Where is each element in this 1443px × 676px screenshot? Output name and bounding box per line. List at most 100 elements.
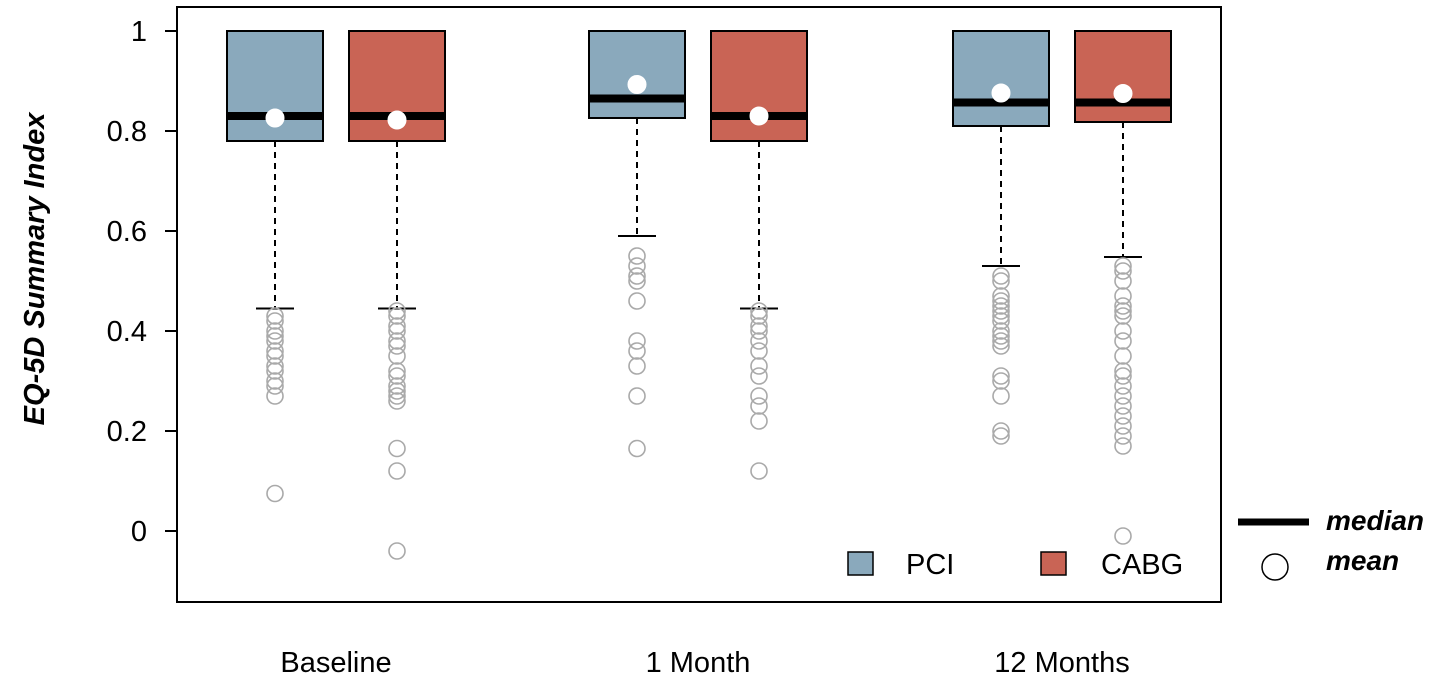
outlier-point — [992, 387, 1010, 405]
x-category-label: Baseline — [280, 647, 391, 676]
outlier-point — [992, 367, 1010, 385]
mean-marker — [749, 106, 769, 126]
outlier-point — [992, 307, 1010, 325]
outlier-point — [266, 327, 284, 345]
box-pci-0 — [226, 30, 324, 503]
outlier-point — [1114, 322, 1132, 340]
outlier-point — [1114, 257, 1132, 275]
y-axis-title: EQ-5D Summary Index — [19, 111, 51, 426]
outlier-point — [750, 412, 768, 430]
outlier-point — [388, 542, 406, 560]
outlier-point — [628, 357, 646, 375]
iqr-box — [1074, 30, 1172, 123]
outlier-point — [388, 337, 406, 355]
iqr-box — [588, 30, 686, 119]
outlier-point — [388, 377, 406, 395]
outlier-point — [388, 322, 406, 340]
outlier-point — [388, 362, 406, 380]
outlier-point — [992, 267, 1010, 285]
outlier-point — [750, 332, 768, 350]
mean-marker — [387, 110, 407, 130]
mean-key-label: mean — [1326, 545, 1399, 576]
outlier-point — [388, 382, 406, 400]
legend-swatch-pci — [847, 551, 874, 576]
outlier-point — [992, 422, 1010, 440]
y-tick-label: 0.2 — [107, 416, 147, 448]
outlier-point — [388, 462, 406, 480]
box-cabg-2 — [1074, 30, 1172, 545]
outlier-point — [388, 317, 406, 335]
outlier-point — [628, 247, 646, 265]
outlier-point — [1114, 302, 1132, 320]
outlier-point — [388, 439, 406, 458]
outlier-point — [1114, 397, 1132, 415]
outlier-point — [992, 292, 1010, 310]
mean-marker — [265, 108, 285, 128]
x-category-label: 1 Month — [646, 647, 751, 676]
outlier-point — [992, 337, 1010, 355]
outlier-point — [992, 302, 1010, 320]
mean-marker — [627, 75, 647, 94]
outlier-point — [388, 347, 406, 365]
box-pci-2 — [952, 30, 1050, 445]
y-tick-label: 0.6 — [107, 216, 147, 248]
outlier-point — [750, 302, 768, 320]
outlier-point — [388, 367, 406, 385]
outlier-point — [992, 427, 1010, 445]
outlier-point — [992, 312, 1010, 330]
outlier-point — [266, 332, 284, 350]
outlier-point — [628, 387, 646, 405]
outlier-point — [750, 462, 768, 480]
outlier-point — [992, 272, 1010, 290]
outlier-point — [750, 322, 768, 340]
outlier-point — [266, 372, 284, 390]
outlier-point — [266, 307, 284, 325]
outlier-point — [1114, 297, 1132, 315]
outlier-point — [1114, 347, 1132, 365]
outlier-point — [750, 367, 768, 385]
box-cabg-1 — [710, 30, 808, 480]
y-tick-label: 0 — [131, 516, 147, 548]
mean-key-marker — [1261, 553, 1289, 581]
outlier-point — [388, 392, 406, 410]
outlier-point — [992, 332, 1010, 350]
box-pci-1 — [588, 30, 686, 458]
y-tick-label: 0.8 — [107, 116, 147, 148]
box-series — [226, 30, 1172, 560]
outlier-point — [1114, 332, 1132, 350]
outlier-point — [750, 387, 768, 405]
outlier-point — [266, 387, 284, 405]
outlier-point — [1114, 527, 1132, 545]
outlier-point — [1114, 437, 1132, 455]
outlier-point — [1114, 272, 1132, 290]
outlier-point — [628, 267, 646, 285]
outlier-point — [992, 327, 1010, 345]
outlier-point — [750, 342, 768, 360]
outlier-point — [388, 387, 406, 405]
outlier-point — [1114, 377, 1132, 395]
outlier-point — [628, 292, 646, 310]
outlier-point — [1114, 367, 1132, 385]
outlier-point — [1114, 287, 1132, 305]
legend-label-pci: PCI — [906, 549, 954, 581]
outlier-point — [628, 439, 646, 458]
outlier-point — [1114, 307, 1132, 325]
outlier-point — [628, 342, 646, 360]
outlier-point — [1114, 417, 1132, 435]
mean-marker — [1113, 84, 1133, 103]
median-key-label: median — [1326, 505, 1424, 536]
outlier-point — [628, 332, 646, 350]
legend: PCI CABG — [847, 549, 1183, 581]
outlier-point — [992, 287, 1010, 305]
iqr-box — [952, 30, 1050, 127]
outlier-point — [628, 272, 646, 290]
outlier-point — [266, 312, 284, 330]
outlier-point — [992, 322, 1010, 340]
outlier-point — [1114, 387, 1132, 405]
box-cabg-0 — [348, 30, 446, 560]
outlier-point — [266, 322, 284, 340]
outlier-point — [992, 297, 1010, 315]
outlier-point — [750, 397, 768, 415]
x-axis: Baseline 1 Month 12 Months — [280, 647, 1129, 676]
